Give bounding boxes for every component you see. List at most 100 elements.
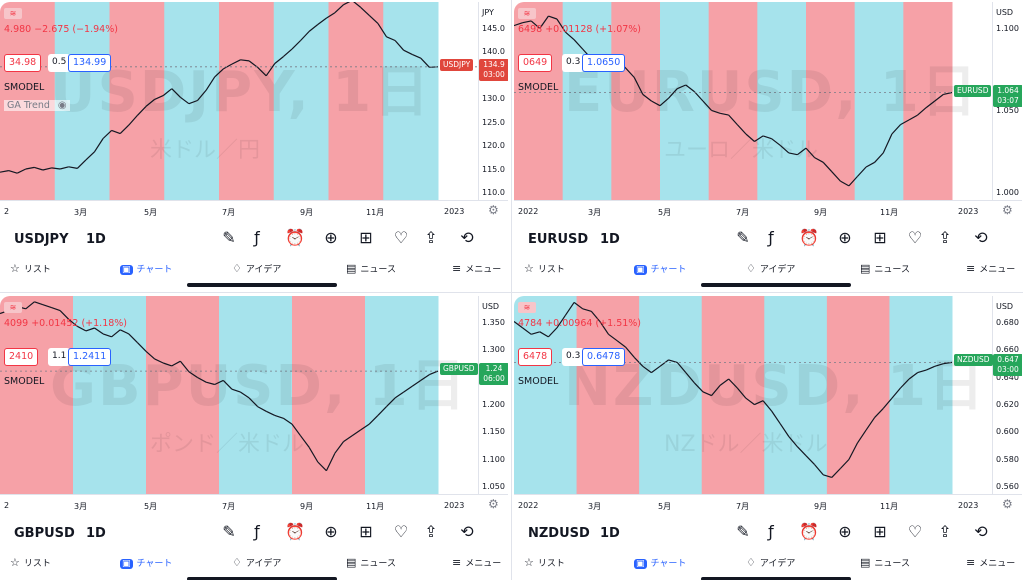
trend-band-cyan bbox=[889, 296, 953, 494]
tab-news[interactable]: ▤ ニュース bbox=[346, 556, 396, 569]
tab-news[interactable]: ▤ ニュース bbox=[860, 262, 910, 275]
axis-currency-unit[interactable]: USD bbox=[996, 8, 1014, 17]
tab-menu[interactable]: ≡ メニュー bbox=[452, 262, 501, 275]
sell-price-button[interactable]: 6478 bbox=[518, 348, 553, 366]
price-axis[interactable]: JPY145.0140.0135.0130.0125.0120.0115.011… bbox=[478, 2, 508, 200]
tab-chart[interactable]: ▣ チャート bbox=[634, 262, 686, 275]
indicator-label-smodel[interactable]: SMODEL bbox=[4, 82, 45, 93]
bulb-icon[interactable]: ♡ bbox=[393, 522, 409, 541]
timeframe-button[interactable]: 1D bbox=[86, 232, 106, 247]
axis-currency-unit[interactable]: JPY bbox=[482, 8, 494, 17]
price-chart[interactable] bbox=[0, 2, 478, 200]
indicator-label-smodel[interactable]: SMODEL bbox=[4, 376, 45, 387]
sell-price-button[interactable]: 0649 bbox=[518, 54, 553, 72]
pencil-icon[interactable]: ✎ bbox=[736, 522, 750, 541]
time-axis[interactable]: 2022 3月 5月 7月 9月 11月 2023 ⚙ bbox=[514, 494, 1022, 514]
symbol-button[interactable]: NZDUSD bbox=[528, 526, 590, 541]
tab-menu[interactable]: ≡ メニュー bbox=[452, 556, 501, 569]
price-chart[interactable] bbox=[514, 2, 992, 200]
time-axis[interactable]: 2022 3月 5月 7月 9月 11月 2023 ⚙ bbox=[514, 200, 1022, 220]
pencil-icon[interactable]: ✎ bbox=[736, 228, 750, 247]
timeframe-button[interactable]: 1D bbox=[600, 526, 620, 541]
timeframe-button[interactable]: 1D bbox=[600, 232, 620, 247]
axis-currency-unit[interactable]: USD bbox=[996, 302, 1014, 311]
bulb-icon[interactable]: ♡ bbox=[907, 228, 923, 247]
plus-circle-icon[interactable]: ⊕ bbox=[838, 228, 852, 247]
grid-icon[interactable]: ⊞ bbox=[359, 522, 373, 541]
pencil-icon[interactable]: ✎ bbox=[222, 228, 236, 247]
tab-menu[interactable]: ≡ メニュー bbox=[966, 262, 1015, 275]
price-chart[interactable] bbox=[0, 296, 478, 494]
timeframe-button[interactable]: 1D bbox=[86, 526, 106, 541]
pencil-icon[interactable]: ✎ bbox=[222, 522, 236, 541]
tab-chart[interactable]: ▣ チャート bbox=[634, 556, 686, 569]
tab-star[interactable]: ☆ リスト bbox=[524, 262, 565, 275]
tab-bulb[interactable]: ♢ アイデア bbox=[232, 556, 281, 569]
sell-price-button[interactable]: 34.98 bbox=[4, 54, 42, 72]
tab-chart[interactable]: ▣ チャート bbox=[120, 556, 172, 569]
tab-bulb[interactable]: ♢ アイデア bbox=[232, 262, 281, 275]
fx-icon[interactable]: ƒ bbox=[254, 228, 260, 247]
share-icon[interactable]: ⇪ bbox=[938, 522, 952, 541]
share-icon[interactable]: ⇪ bbox=[424, 228, 438, 247]
star-icon: ☆ bbox=[10, 556, 20, 569]
tab-bulb[interactable]: ♢ アイデア bbox=[746, 262, 795, 275]
tab-news[interactable]: ▤ ニュース bbox=[346, 262, 396, 275]
time-axis[interactable]: 2 3月 5月 7月 9月 11月 2023 ⚙ bbox=[0, 200, 508, 220]
indicator-label-smodel[interactable]: SMODEL bbox=[518, 82, 559, 93]
buy-price-button[interactable]: 134.99 bbox=[68, 54, 112, 72]
gear-icon[interactable]: ⚙ bbox=[1002, 497, 1013, 511]
price-axis[interactable]: USD 0.680 0.660 0.640 0.620 0.600 0.580 0.560 bbox=[992, 296, 1022, 494]
alarm-icon[interactable]: ⏰ bbox=[799, 522, 819, 541]
indicator-label-ga-trend[interactable]: GA Trend ◉ bbox=[4, 100, 70, 111]
alarm-icon[interactable]: ⏰ bbox=[285, 522, 305, 541]
bulb-icon[interactable]: ♡ bbox=[393, 228, 409, 247]
symbol-button[interactable]: GBPUSD bbox=[14, 526, 75, 541]
eye-icon[interactable]: ◉ bbox=[57, 100, 67, 111]
fx-icon[interactable]: ƒ bbox=[768, 522, 774, 541]
chart-area[interactable]: GBPUSD, 1日 ポンド／米ドル ≋ 4099 +0.01452 (+1.18%)… bbox=[0, 296, 478, 494]
plus-circle-icon[interactable]: ⊕ bbox=[324, 522, 338, 541]
grid-icon[interactable]: ⊞ bbox=[359, 228, 373, 247]
sell-price-button[interactable]: 2410 bbox=[4, 348, 39, 366]
chart-area[interactable]: USDJPY, 1日 米ドル／円 ≋ 4.980 −2.675 (−1.94%) 34.… bbox=[0, 2, 478, 200]
tab-news[interactable]: ▤ ニュース bbox=[860, 556, 910, 569]
gear-icon[interactable]: ⚙ bbox=[1002, 203, 1013, 217]
tab-bulb[interactable]: ♢ アイデア bbox=[746, 556, 795, 569]
buy-price-button[interactable]: 1.2411 bbox=[68, 348, 112, 366]
symbol-button[interactable]: EURUSD bbox=[528, 232, 589, 247]
gear-icon[interactable]: ⚙ bbox=[488, 497, 499, 511]
tab-star[interactable]: ☆ リスト bbox=[10, 262, 51, 275]
grid-icon[interactable]: ⊞ bbox=[873, 522, 887, 541]
buy-price-button[interactable]: 0.6478 bbox=[582, 348, 626, 366]
buy-price-button[interactable]: 1.0650 bbox=[582, 54, 626, 72]
plus-circle-icon[interactable]: ⊕ bbox=[324, 228, 338, 247]
chart-area[interactable]: NZDUSD, 1日 NZドル／米ドル ≋ 4784 +0.00964 (+1.51%… bbox=[514, 296, 992, 494]
symbol-button[interactable]: USDJPY bbox=[14, 232, 69, 247]
share-icon[interactable]: ⇪ bbox=[424, 522, 438, 541]
tab-star[interactable]: ☆ リスト bbox=[10, 556, 51, 569]
price-chart[interactable] bbox=[514, 296, 992, 494]
alarm-icon[interactable]: ⏰ bbox=[799, 228, 819, 247]
fx-icon[interactable]: ƒ bbox=[254, 522, 260, 541]
gear-icon[interactable]: ⚙ bbox=[488, 203, 499, 217]
time-axis[interactable]: 2 3月 5月 7月 9月 11月 2023 ⚙ bbox=[0, 494, 508, 514]
axis-currency-unit[interactable]: USD bbox=[482, 302, 500, 311]
bulb-icon[interactable]: ♡ bbox=[907, 522, 923, 541]
replay-icon[interactable]: ⟲ bbox=[460, 522, 474, 541]
indicator-label-smodel[interactable]: SMODEL bbox=[518, 376, 559, 387]
fx-icon[interactable]: ƒ bbox=[768, 228, 774, 247]
alarm-icon[interactable]: ⏰ bbox=[285, 228, 305, 247]
replay-icon[interactable]: ⟲ bbox=[974, 522, 988, 541]
plus-circle-icon[interactable]: ⊕ bbox=[838, 522, 852, 541]
chart-area[interactable]: EURUSD, 1日 ユーロ／米ドル ≋ 6498 +0.01128 (+1.07%)… bbox=[514, 2, 992, 200]
tab-chart[interactable]: ▣ チャート bbox=[120, 262, 172, 275]
price-tick-label: 0.580 bbox=[996, 454, 1019, 464]
tab-menu[interactable]: ≡ メニュー bbox=[966, 556, 1015, 569]
replay-icon[interactable]: ⟲ bbox=[974, 228, 988, 247]
tab-star[interactable]: ☆ リスト bbox=[524, 556, 565, 569]
share-icon[interactable]: ⇪ bbox=[938, 228, 952, 247]
replay-icon[interactable]: ⟲ bbox=[460, 228, 474, 247]
grid-icon[interactable]: ⊞ bbox=[873, 228, 887, 247]
